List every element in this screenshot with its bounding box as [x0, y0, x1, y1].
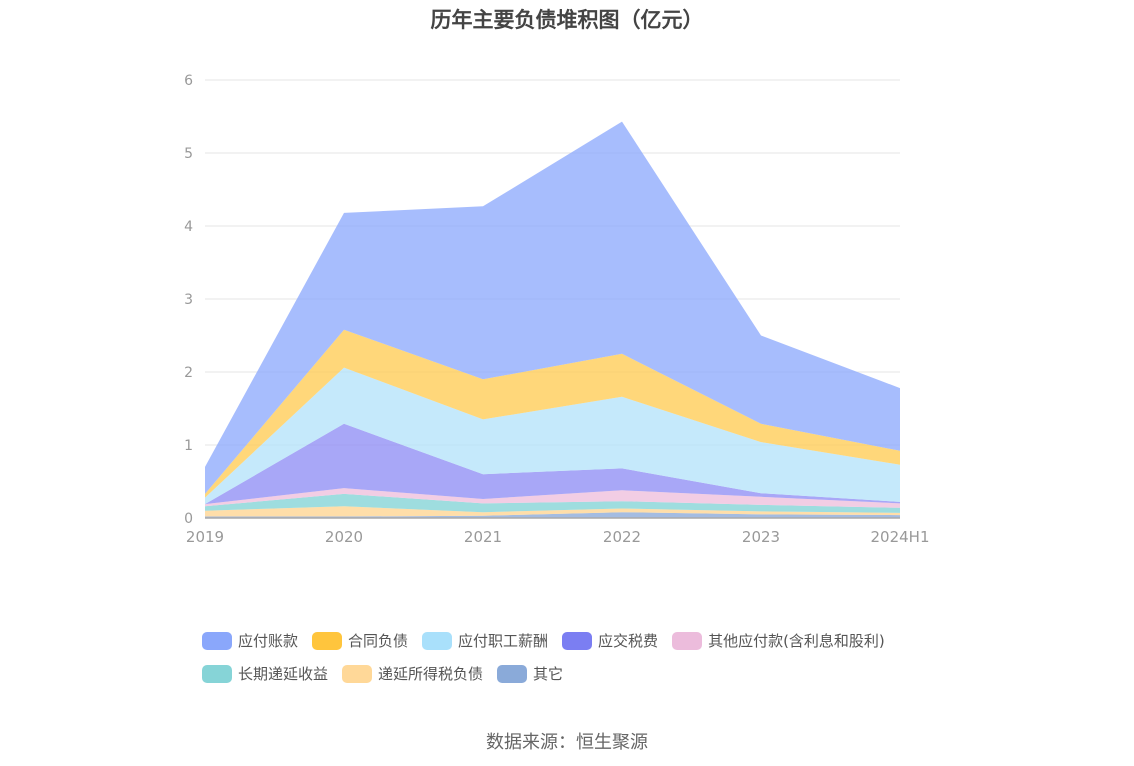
legend-swatch — [202, 664, 232, 683]
legend-item[interactable]: 应付职工薪酬 — [422, 630, 548, 651]
legend-item[interactable]: 应交税费 — [562, 630, 658, 651]
legend: 应付账款 合同负债 应付职工薪酬 应交税费 其他应付款(含利息和股利) 长期递延收益 递延所… — [202, 630, 962, 684]
legend-label: 其它 — [533, 665, 564, 683]
legend-item[interactable]: 合同负债 — [312, 630, 408, 651]
legend-item[interactable]: 其他应付款(含利息和股利) — [672, 630, 885, 651]
area-递延所得税负债[interactable] — [205, 506, 900, 517]
area-series — [205, 121, 900, 518]
area-合同负债[interactable] — [205, 329, 900, 498]
y-tick-label: 3 — [184, 292, 193, 308]
area-长期递延收益[interactable] — [205, 493, 900, 513]
chart-title: 历年主要负债堆积图（亿元） — [430, 8, 704, 32]
legend-item[interactable]: 其它 — [497, 663, 563, 684]
legend-swatch — [672, 631, 703, 650]
y-tick-label: 1 — [184, 438, 193, 454]
legend-swatch — [202, 631, 232, 650]
x-tick-label: 2020 — [325, 528, 363, 546]
legend-item[interactable]: 长期递延收益 — [202, 663, 328, 684]
legend-swatch — [342, 664, 373, 683]
x-tick-label: 2023 — [742, 528, 780, 546]
x-tick-label: 2024H1 — [871, 528, 930, 546]
area-应付职工薪酬[interactable] — [205, 367, 900, 505]
legend-label: 长期递延收益 — [238, 665, 329, 683]
axes: 0 1 2 3 4 5 6 2019 2020 2021 2022 2023 2024H1 — [184, 73, 929, 546]
x-tick-label: 2021 — [464, 528, 502, 546]
area-应交税费[interactable] — [205, 423, 900, 505]
y-tick-label: 2 — [184, 365, 193, 381]
legend-label: 合同负债 — [348, 632, 409, 650]
area-其它[interactable] — [205, 512, 900, 518]
x-tick-label: 2019 — [186, 528, 224, 546]
data-source: 数据来源：恒生聚源 — [486, 732, 648, 753]
y-tick-label: 0 — [184, 511, 193, 527]
y-tick-label: 5 — [184, 146, 193, 162]
legend-swatch — [312, 631, 343, 650]
legend-label: 应付账款 — [238, 632, 299, 650]
stacked-area-chart: 0 1 2 3 4 5 6 2019 2020 2021 2022 2023 2024H1 — [184, 73, 929, 546]
legend-swatch — [422, 631, 453, 650]
legend-item[interactable]: 应付账款 — [202, 630, 298, 651]
y-tick-label: 4 — [184, 219, 193, 235]
legend-label: 应交税费 — [598, 632, 659, 650]
legend-label: 递延所得税负债 — [378, 665, 484, 683]
legend-item[interactable]: 递延所得税负债 — [342, 663, 483, 684]
legend-swatch — [497, 664, 528, 683]
legend-label: 其他应付款(含利息和股利) — [708, 632, 885, 650]
area-其他应付款(含利息和股利)[interactable] — [205, 488, 900, 508]
legend-label: 应付职工薪酬 — [458, 632, 549, 650]
y-tick-label: 6 — [184, 73, 193, 89]
x-tick-label: 2022 — [603, 528, 641, 546]
area-应付账款[interactable] — [205, 121, 900, 494]
legend-swatch — [562, 631, 593, 650]
